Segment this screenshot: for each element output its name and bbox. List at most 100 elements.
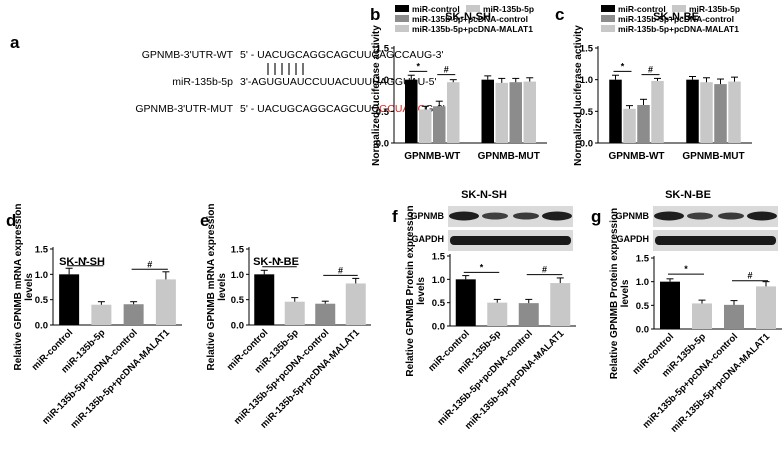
- y-axis-label-line: Relative GPNMB Protein expression: [405, 205, 416, 376]
- y-axis-label: Relative GPNMB mRNA expressionlevels: [13, 204, 35, 371]
- y-tick-label: 0.0: [432, 322, 445, 333]
- y-axis-label-line: levels: [416, 277, 427, 305]
- panel-letter-a: a: [10, 33, 20, 52]
- y-axis-label-line: levels: [24, 273, 35, 301]
- legend-swatch: [395, 15, 409, 22]
- y-axis-label-line: Relative GPNMB mRNA expression: [206, 204, 217, 371]
- y-axis-label-line: Relative GPNMB Protein expression: [609, 208, 620, 379]
- bar: [637, 105, 650, 143]
- blot-label-gpnmb: GPNMB: [411, 211, 445, 221]
- bar: [433, 106, 446, 143]
- y-tick-label: 0.0: [636, 325, 649, 336]
- bar: [59, 274, 80, 325]
- seq-part: 5' - UACUGCAGGCAGCUUC: [240, 103, 380, 115]
- panel-letter-d: d: [6, 211, 16, 230]
- significance-mark: *: [621, 61, 625, 71]
- legend-entry: miR-control: [412, 4, 460, 14]
- bar: [714, 84, 727, 143]
- y-tick-label: 1.5: [432, 252, 446, 263]
- significance-mark: #: [747, 271, 752, 281]
- blot-band: [450, 236, 571, 245]
- y-tick-label: 1.0: [35, 270, 48, 281]
- y-axis-label-line: levels: [620, 279, 631, 307]
- significance-mark: *: [278, 257, 282, 267]
- seq-part: 5' - UACUGCAGGCAGCUUCAGCCAUG-3': [240, 49, 444, 61]
- panel-letter-f: f: [392, 207, 398, 226]
- blot-band: [687, 212, 713, 220]
- y-tick-label: 1.5: [636, 254, 650, 265]
- y-axis-label: Normalized luciferase activity: [573, 25, 584, 166]
- chart-title: SK-N-SH: [461, 189, 507, 201]
- y-axis-label: Normalized luciferase activity: [371, 25, 382, 166]
- y-tick-label: 1.0: [636, 277, 649, 288]
- blot-band: [747, 211, 777, 221]
- y-tick-label: 0.0: [231, 321, 244, 332]
- bar: [91, 304, 112, 325]
- chart-title: SK-N-BE: [665, 189, 711, 201]
- bar: [692, 303, 712, 329]
- bar: [550, 283, 571, 326]
- y-tick-label: 1.0: [231, 270, 244, 281]
- chart-d: SK-N-SH Relative GPNMB mRNA expressionlev…: [13, 204, 182, 431]
- bar: [447, 82, 460, 143]
- seq-label-mut: GPNMB-3'UTR-MUT: [135, 103, 233, 115]
- bar: [686, 79, 699, 143]
- blot-g: GPNMB GAPDH: [616, 206, 778, 251]
- seq-label-mir: miR-135b-5p: [172, 76, 233, 88]
- legend-entry: miR-control: [618, 4, 666, 14]
- significance-mark: #: [648, 65, 653, 75]
- y-tick-label: 0.0: [580, 139, 593, 150]
- blot-strip-gpnmb: [653, 206, 778, 227]
- bar: [155, 279, 176, 325]
- blot-band: [655, 236, 776, 245]
- x-category-label: GPNMB-MUT: [682, 151, 744, 162]
- chart-title: SK-N-BE: [653, 11, 699, 23]
- bar: [284, 301, 305, 325]
- y-axis-label: Relative GPNMB Protein expressionlevels: [405, 205, 427, 376]
- y-axis-label-line: levels: [217, 273, 228, 301]
- legend-entry: miR-135b-5p+pcDNA-control: [618, 14, 734, 24]
- legend-entry: miR-135b-5p: [689, 4, 740, 14]
- blot-band: [482, 212, 508, 220]
- blot-strip-gpnmb: [448, 206, 573, 227]
- y-tick-label: 0.5: [35, 295, 49, 306]
- seq-part: 3'-AGUGUAUCCUUACUUUUAGGUAU-5': [240, 76, 437, 88]
- panel-letter-g: g: [591, 207, 601, 226]
- significance-mark: *: [684, 264, 688, 274]
- bar: [700, 82, 713, 143]
- bar: [728, 81, 741, 143]
- legend-swatch: [601, 15, 615, 22]
- seq-label-wt: GPNMB-3'UTR-WT: [142, 49, 234, 61]
- blot-label-gapdh: GAPDH: [411, 234, 444, 244]
- blot-band: [718, 212, 744, 220]
- panel-letter-b: b: [370, 5, 380, 24]
- y-axis-label-line: Normalized luciferase activity: [573, 25, 584, 166]
- bar: [523, 81, 536, 143]
- blot-label-gapdh: GAPDH: [616, 234, 649, 244]
- legend-entry: miR-135b-5p+pcDNA-MALAT1: [618, 24, 739, 34]
- legend-swatch: [466, 5, 480, 12]
- y-tick-label: 0.0: [376, 139, 389, 150]
- y-tick-label: 1.5: [376, 44, 390, 55]
- bar: [756, 286, 776, 329]
- bar: [660, 281, 680, 329]
- y-tick-label: 0.5: [376, 107, 390, 118]
- y-axis-label-line: Normalized luciferase activity: [371, 25, 382, 166]
- blot-label-gpnmb: GPNMB: [616, 211, 650, 221]
- bar: [509, 82, 522, 143]
- y-tick-label: 0.5: [432, 298, 446, 309]
- y-tick-label: 1.0: [580, 75, 593, 86]
- bar: [481, 79, 494, 143]
- x-category-label: GPNMB-MUT: [478, 151, 540, 162]
- chart-e: SK-N-BE Relative GPNMB mRNA expressionlev…: [206, 204, 371, 431]
- bar: [345, 283, 366, 325]
- y-tick-label: 1.0: [432, 275, 445, 286]
- significance-mark: #: [338, 265, 343, 275]
- y-axis-label: Relative GPNMB mRNA expressionlevels: [206, 204, 228, 371]
- bar: [724, 304, 744, 329]
- bar: [487, 302, 508, 326]
- legend-entry: miR-135b-5p+pcDNA-control: [412, 14, 528, 24]
- significance-mark: #: [147, 259, 152, 269]
- y-tick-label: 0.5: [580, 107, 594, 118]
- bar: [651, 80, 664, 143]
